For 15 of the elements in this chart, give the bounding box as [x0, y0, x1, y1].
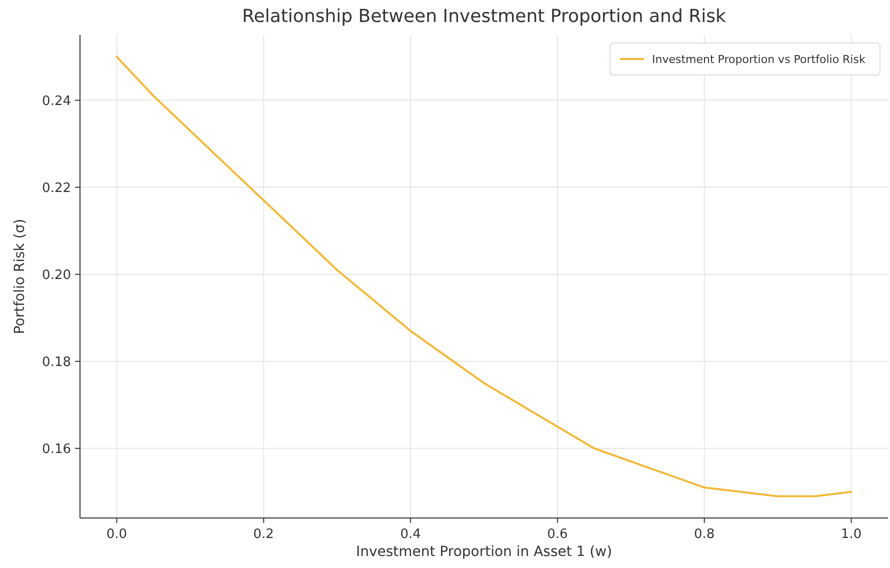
legend-label: Investment Proportion vs Portfolio Risk	[652, 52, 866, 66]
y-tick-label: 0.24	[42, 94, 71, 109]
y-tick-label: 0.18	[42, 354, 71, 370]
x-tick-label: 0.8	[694, 527, 715, 542]
x-tick-label: 1.0	[840, 527, 862, 542]
y-tick-label: 0.22	[42, 180, 71, 196]
x-tick-label: 0.4	[400, 527, 421, 542]
x-axis-title: Investment Proportion in Asset 1 (w)	[356, 544, 612, 560]
x-tick-label: 0.0	[106, 527, 128, 542]
chart-title: Relationship Between Investment Proportion and Risk	[242, 6, 727, 27]
x-tick-label: 0.6	[547, 527, 568, 542]
y-tick-label: 0.16	[42, 442, 71, 457]
y-tick-label: 0.20	[42, 268, 71, 283]
y-axis-title: Portfolio Risk (σ)	[12, 218, 28, 334]
x-tick-label: 0.2	[253, 527, 274, 542]
